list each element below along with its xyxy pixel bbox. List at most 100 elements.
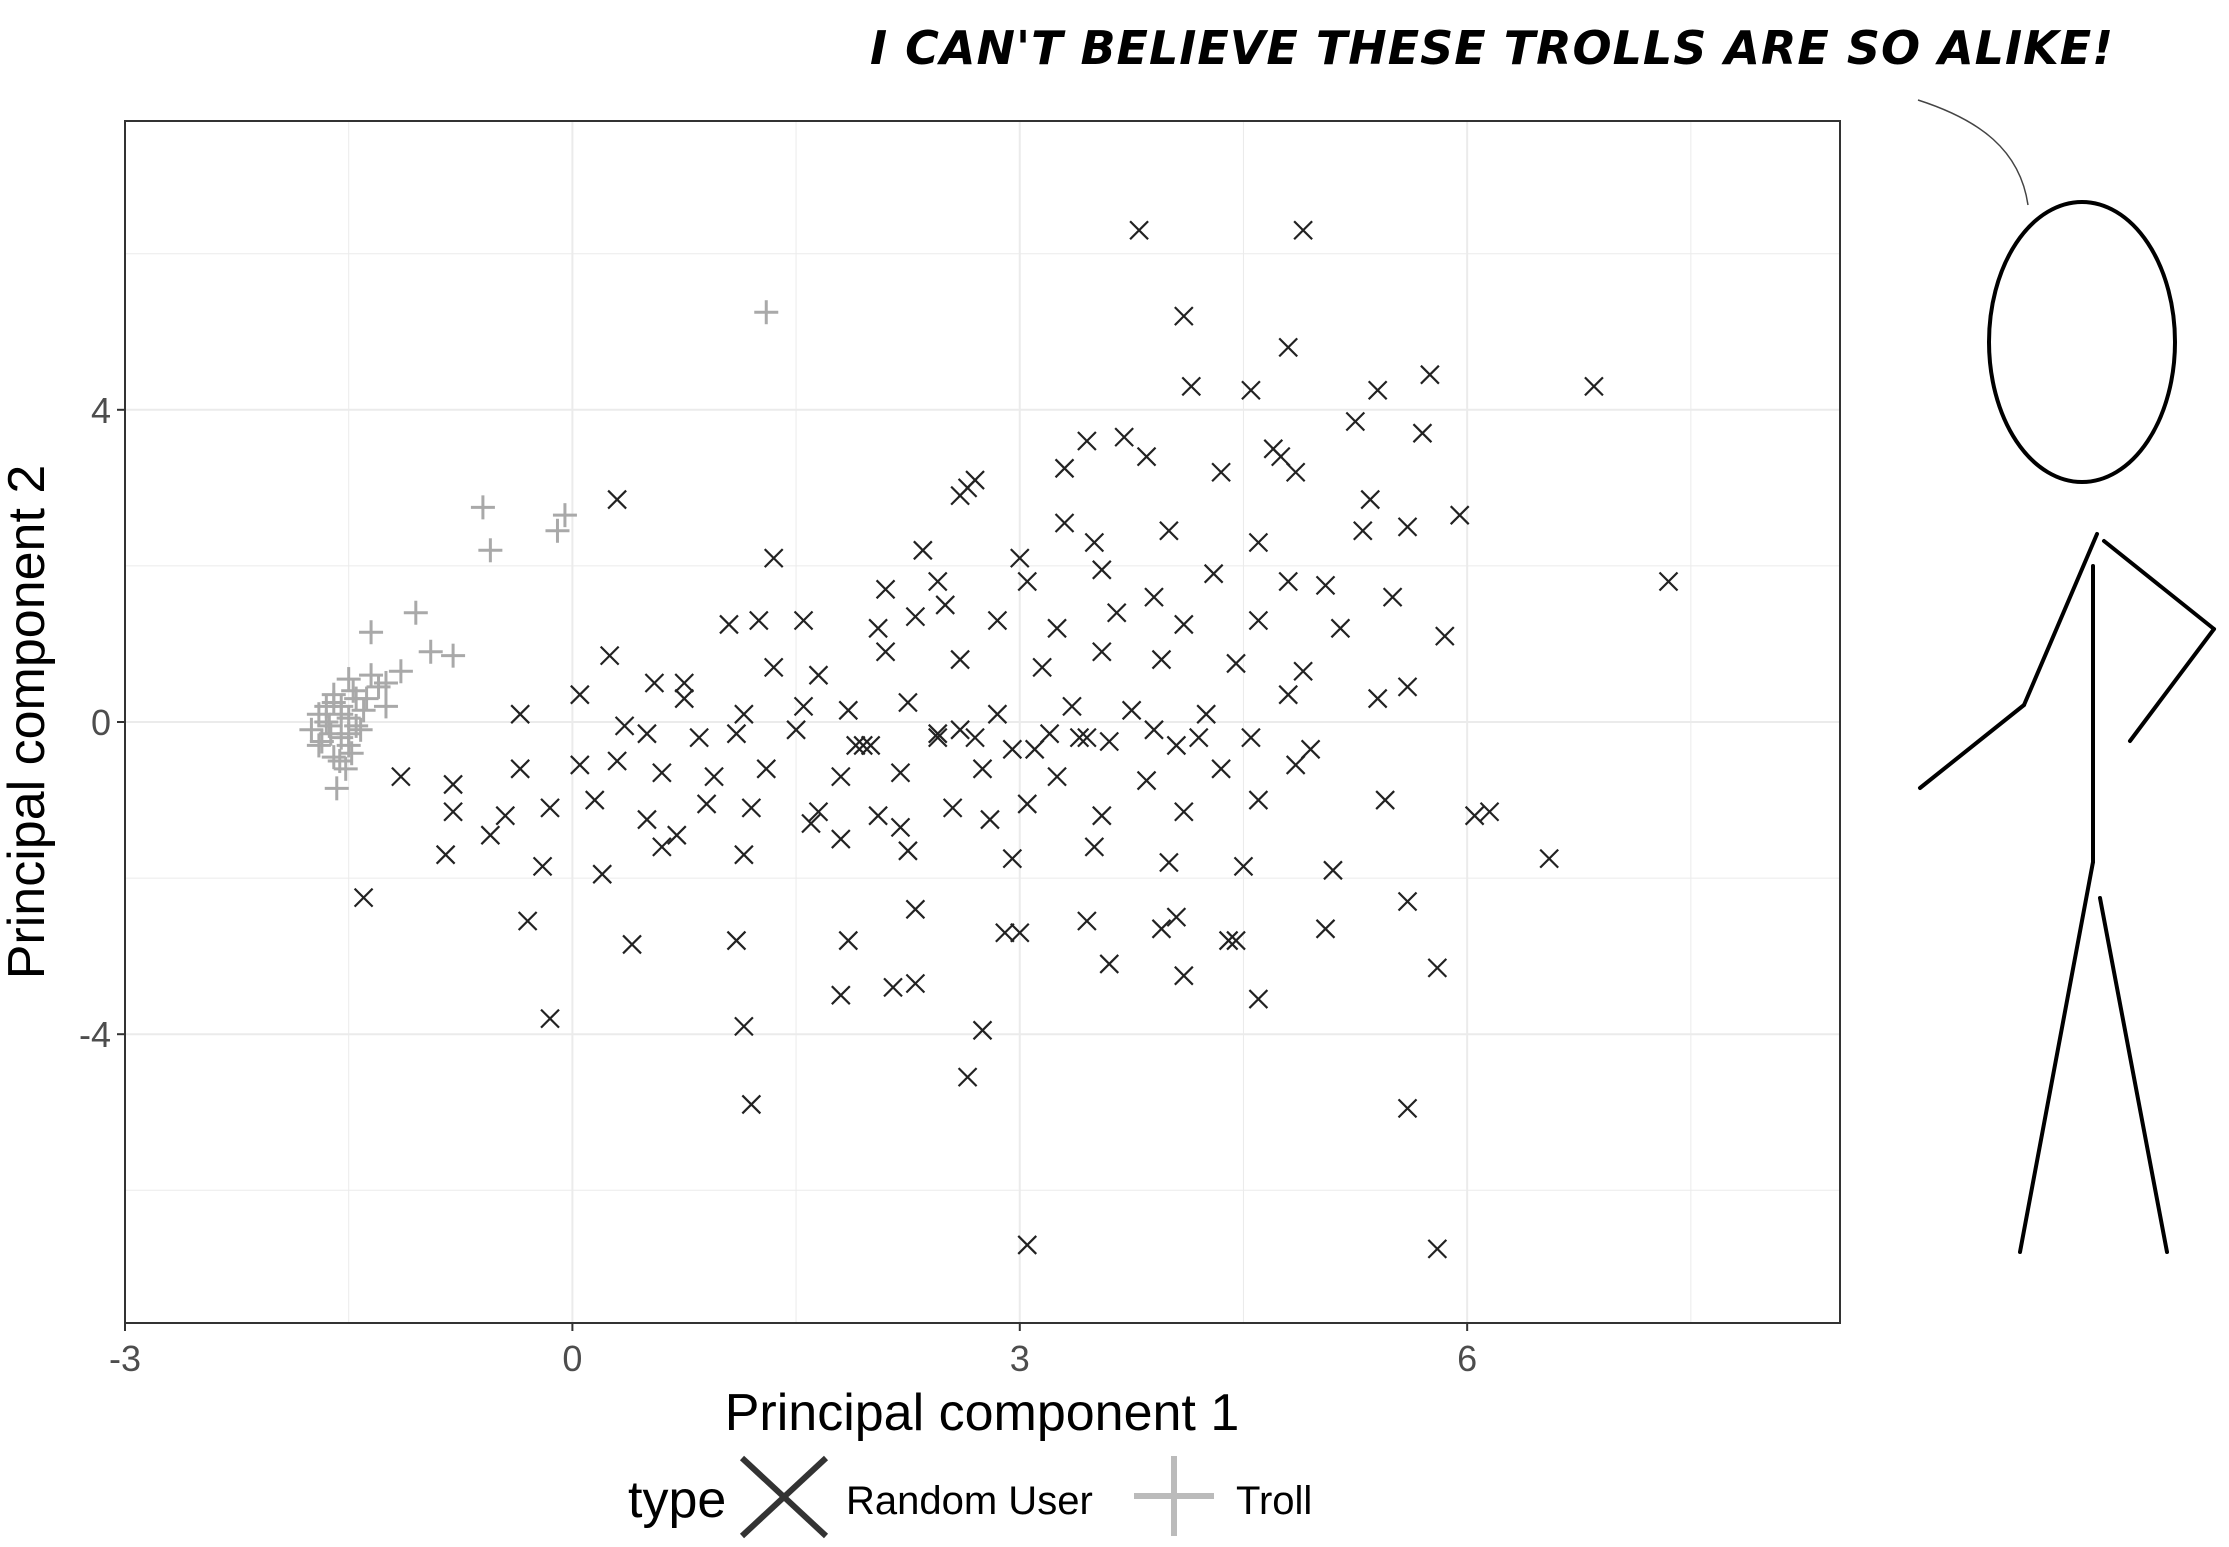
data-point-random-user <box>1151 919 1172 939</box>
data-point-random-user <box>1270 446 1291 467</box>
stick-figure-head <box>1987 200 2177 484</box>
data-point-random-user <box>667 825 687 845</box>
data-point-random-user <box>1062 696 1082 717</box>
data-point-random-user <box>652 837 672 857</box>
data-point-troll <box>552 503 577 528</box>
data-point-random-user <box>510 759 530 779</box>
data-point-random-user <box>607 489 627 510</box>
data-point-random-user <box>1174 965 1194 986</box>
data-point-random-user <box>353 887 374 908</box>
data-point-random-user <box>435 844 456 865</box>
data-point-random-user <box>875 641 896 662</box>
data-point-random-user <box>1092 805 1112 826</box>
data-point-random-user <box>1241 727 1261 748</box>
data-point-random-user <box>1099 954 1120 974</box>
data-point-random-user <box>1144 720 1164 740</box>
data-point-random-user <box>763 548 784 568</box>
data-point-random-user <box>1226 653 1246 674</box>
data-point-random-user <box>1397 891 1418 912</box>
data-point-troll <box>351 698 376 723</box>
data-point-random-user <box>1069 727 1090 748</box>
data-point-random-user <box>1047 618 1067 639</box>
data-point-random-user <box>510 704 530 724</box>
legend-label-random-user: Random User <box>846 1479 1093 1523</box>
data-point-random-user <box>1099 731 1120 752</box>
data-point-random-user <box>1226 930 1246 951</box>
data-point-random-user <box>995 922 1015 943</box>
data-point-random-user <box>1010 922 1030 943</box>
data-point-random-user <box>1315 919 1336 939</box>
data-point-random-user <box>890 817 911 838</box>
x-axis-ticks: -3 0 3 6 <box>109 1323 1477 1379</box>
data-point-random-user <box>1479 801 1500 822</box>
y-tick-label: -4 <box>79 1014 111 1055</box>
data-point-random-user <box>443 774 463 795</box>
data-point-random-user <box>763 657 784 678</box>
data-point-random-user <box>1397 1098 1418 1119</box>
data-point-random-user <box>741 1094 762 1115</box>
data-point-random-user <box>1114 427 1134 447</box>
data-point-random-user <box>1435 626 1455 646</box>
y-tick-label: 0 <box>91 702 111 743</box>
data-point-random-user <box>726 930 747 951</box>
data-point-random-user <box>614 716 635 736</box>
data-point-random-user <box>1241 380 1261 401</box>
data-point-random-user <box>898 692 918 713</box>
data-point-troll <box>754 300 779 325</box>
data-point-troll <box>388 659 413 684</box>
data-point-random-user <box>443 801 463 822</box>
data-point-random-user <box>1278 684 1298 705</box>
data-point-random-user <box>860 735 881 756</box>
data-point-troll <box>336 721 361 746</box>
data-point-random-user <box>749 610 769 631</box>
data-point-random-user <box>1032 657 1052 678</box>
data-point-random-user <box>734 844 754 865</box>
data-point-random-user <box>1375 790 1395 810</box>
data-point-random-user <box>927 727 948 748</box>
data-point-random-user <box>875 579 896 600</box>
data-point-troll <box>321 690 346 715</box>
data-point-random-user <box>1092 560 1112 580</box>
data-point-random-user <box>831 985 851 1005</box>
data-point-random-user <box>1188 727 1209 748</box>
data-point-random-user <box>972 759 993 779</box>
speech-tail <box>1917 99 2029 206</box>
data-point-troll <box>366 674 391 699</box>
data-point-random-user <box>622 934 642 955</box>
x-tick-label: -3 <box>109 1338 141 1379</box>
stick-figure-left-leg <box>2018 860 2095 1254</box>
data-point-random-user <box>674 688 695 709</box>
data-point-random-user <box>1353 520 1373 541</box>
data-point-random-user <box>1054 513 1075 533</box>
legend: type Random User Troll <box>628 1455 1312 1539</box>
data-point-troll <box>299 717 324 742</box>
data-point-random-user <box>1024 739 1045 760</box>
data-point-random-user <box>592 864 612 884</box>
data-point-random-user <box>1047 766 1067 787</box>
data-point-random-user <box>1330 618 1351 639</box>
data-point-random-user <box>1174 801 1194 822</box>
data-point-random-user <box>793 610 814 631</box>
data-point-random-user <box>734 704 754 724</box>
data-point-random-user <box>1039 723 1060 744</box>
data-point-random-user <box>980 809 1000 830</box>
data-point-random-user <box>1293 220 1313 241</box>
data-point-random-user <box>786 720 806 740</box>
data-point-random-user <box>1278 571 1298 592</box>
data-point-random-user <box>1077 911 1097 931</box>
data-point-random-user <box>391 766 411 787</box>
speech-text: I CAN'T BELIEVE THESE TROLLS ARE SO ALIK… <box>870 21 2114 75</box>
data-point-random-user <box>950 720 970 740</box>
data-point-troll <box>373 694 398 719</box>
data-point-random-user <box>1017 571 1038 592</box>
data-point-random-user <box>1159 852 1179 873</box>
x-tick-label: 0 <box>562 1338 582 1379</box>
data-point-random-user <box>1382 587 1403 607</box>
data-point-random-user <box>637 809 657 830</box>
stick-figure-left-upper-arm <box>2022 532 2099 707</box>
data-point-troll <box>306 733 331 758</box>
data-point-random-user <box>1539 848 1559 869</box>
data-marks <box>299 220 1679 1259</box>
data-point-random-user <box>1166 735 1187 756</box>
